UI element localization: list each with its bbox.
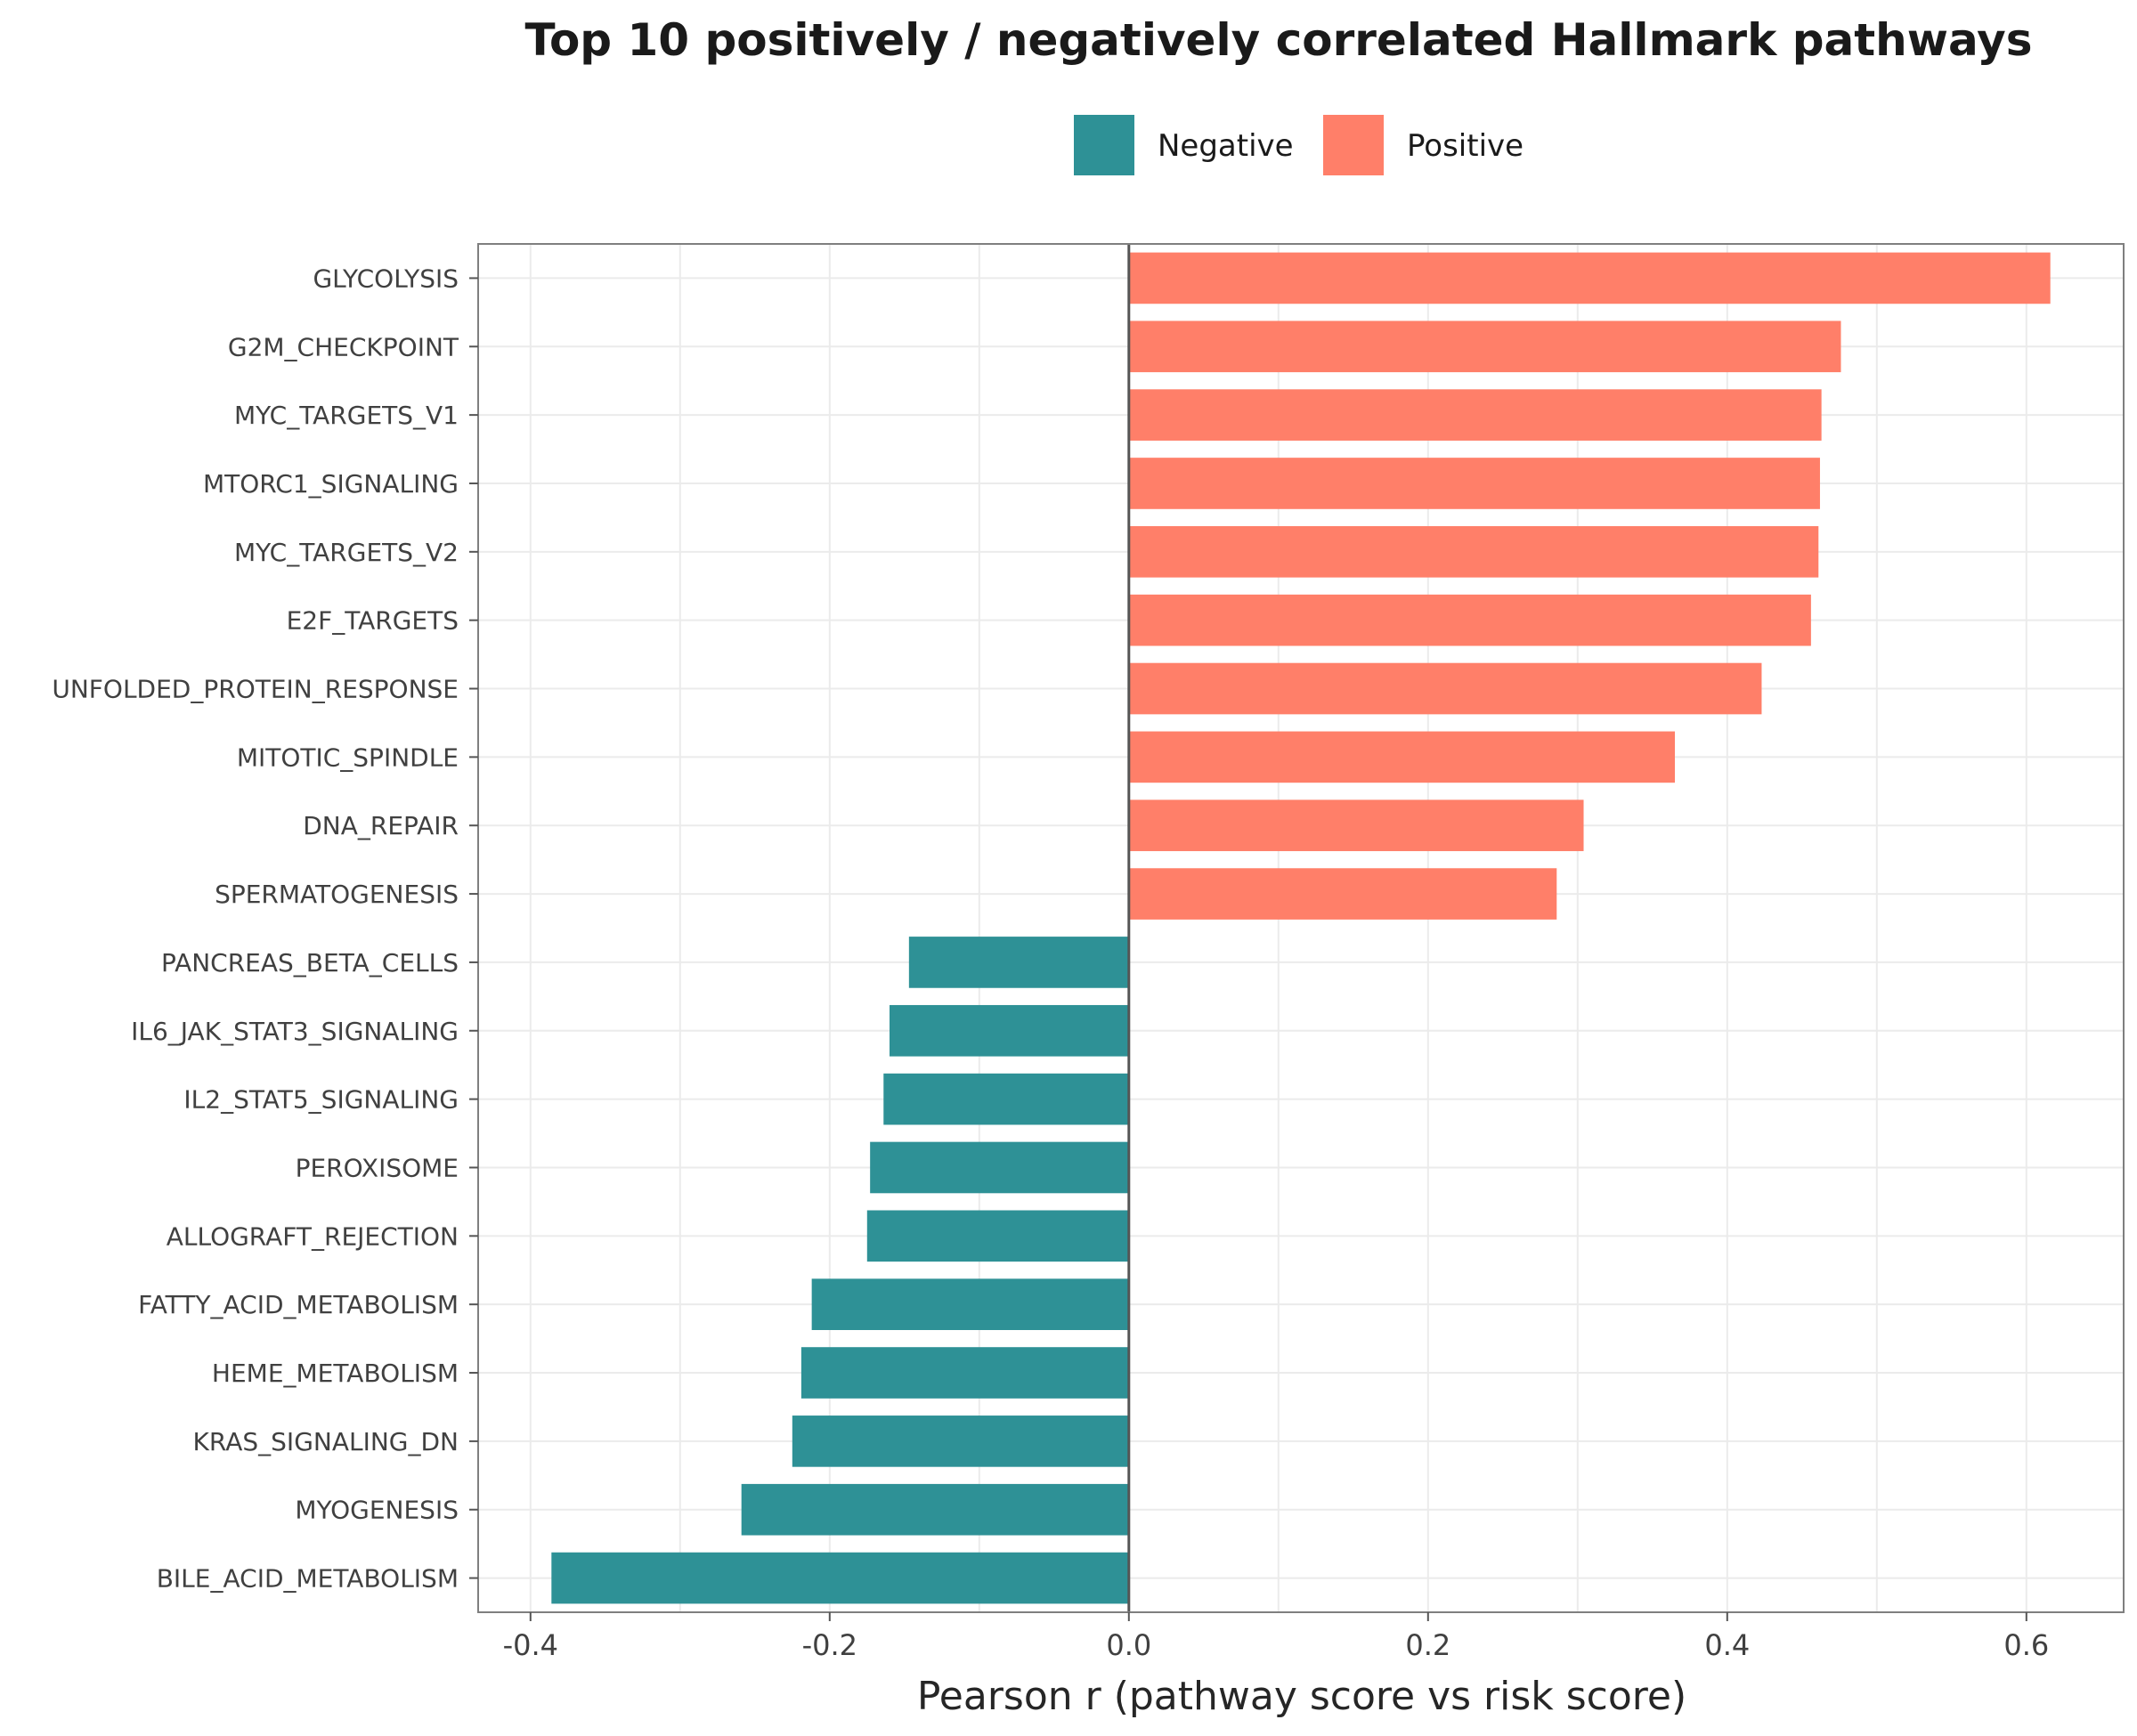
bar-myc-targets-v1 bbox=[1128, 389, 1822, 441]
y-tick-label: FATTY_ACID_METABOLISM bbox=[138, 1290, 459, 1319]
bar-peroxisome bbox=[870, 1141, 1129, 1194]
bar-myc-targets-v2 bbox=[1128, 526, 1819, 578]
y-tick-label: GLYCOLYSIS bbox=[313, 264, 459, 293]
bar-spermatogenesis bbox=[1128, 868, 1557, 920]
bars bbox=[551, 252, 2051, 1604]
bar-heme-metabolism bbox=[800, 1347, 1129, 1399]
y-tick-label: UNFOLDED_PROTEIN_RESPONSE bbox=[52, 675, 459, 704]
y-tick-label: DNA_REPAIR bbox=[303, 811, 459, 840]
legend-swatch-negative bbox=[1074, 115, 1134, 175]
bar-kras-signaling-dn bbox=[792, 1416, 1129, 1467]
bar-unfolded-protein-response bbox=[1128, 662, 1762, 715]
legend-label-negative: Negative bbox=[1158, 128, 1294, 164]
chart-title: Top 10 positively / negatively correlate… bbox=[524, 14, 2032, 66]
bar-il6-jak-stat3-signaling bbox=[890, 1004, 1129, 1057]
bar-pancreas-beta-cells bbox=[908, 937, 1129, 988]
y-tick-label: PEROXISOME bbox=[296, 1153, 459, 1182]
x-tick-label: 0.0 bbox=[1106, 1628, 1151, 1662]
x-tick-label: 0.6 bbox=[2003, 1628, 2049, 1662]
x-tick-label: -0.2 bbox=[802, 1628, 857, 1662]
x-tick-label: -0.4 bbox=[503, 1628, 558, 1662]
y-tick-label: MYC_TARGETS_V1 bbox=[234, 401, 459, 430]
bar-glycolysis bbox=[1128, 252, 2051, 304]
y-tick-label: BILE_ACID_METABOLISM bbox=[157, 1564, 459, 1594]
bar-mtorc1-signaling bbox=[1128, 458, 1820, 509]
bar-dna-repair bbox=[1128, 799, 1584, 852]
legend-label-positive: Positive bbox=[1407, 128, 1524, 164]
y-tick-label: ALLOGRAFT_REJECTION bbox=[167, 1221, 459, 1251]
y-tick-label: G2M_CHECKPOINT bbox=[228, 332, 459, 361]
bar-g2m-checkpoint bbox=[1128, 320, 1841, 373]
y-tick-label: MTORC1_SIGNALING bbox=[203, 469, 459, 499]
plot-panel bbox=[477, 243, 2125, 1613]
legend: Negative Positive bbox=[1074, 115, 1524, 175]
bar-fatty-acid-metabolism bbox=[811, 1278, 1129, 1330]
legend-swatch-positive bbox=[1323, 115, 1384, 175]
y-tick-label: IL2_STAT5_SIGNALING bbox=[183, 1085, 459, 1115]
y-tick-label: HEME_METABOLISM bbox=[212, 1359, 459, 1388]
y-tick-label: MYC_TARGETS_V2 bbox=[234, 538, 459, 567]
x-tick-label: 0.2 bbox=[1405, 1628, 1450, 1662]
bar-myogenesis bbox=[741, 1483, 1129, 1536]
y-tick-label: IL6_JAK_STAT3_SIGNALING bbox=[131, 1017, 459, 1046]
x-axis-title: Pearson r (pathway score vs risk score) bbox=[917, 1674, 1686, 1719]
y-tick-label: MYOGENESIS bbox=[295, 1496, 459, 1525]
bar-il2-stat5-signaling bbox=[883, 1073, 1129, 1125]
x-tick-label: 0.4 bbox=[1704, 1628, 1750, 1662]
bar-allograft-rejection bbox=[866, 1210, 1129, 1262]
bar-bile-acid-metabolism bbox=[551, 1552, 1129, 1604]
bar-mitotic-spindle bbox=[1128, 731, 1675, 783]
y-tick-label: E2F_TARGETS bbox=[287, 606, 459, 636]
y-tick-label: PANCREAS_BETA_CELLS bbox=[161, 948, 459, 978]
bar-e2f-targets bbox=[1128, 594, 1811, 646]
y-tick-label: SPERMATOGENESIS bbox=[215, 880, 459, 909]
gridlines bbox=[478, 244, 2124, 1612]
y-axis: GLYCOLYSIS G2M_CHECKPOINT MYC_TARGETS_V1 MT… bbox=[52, 264, 478, 1594]
y-tick-label: MITOTIC_SPINDLE bbox=[237, 742, 459, 772]
y-tick-label: KRAS_SIGNALING_DN bbox=[193, 1427, 459, 1456]
x-axis: -0.4 -0.2 0.0 0.2 0.4 0.6 bbox=[503, 1612, 2049, 1662]
